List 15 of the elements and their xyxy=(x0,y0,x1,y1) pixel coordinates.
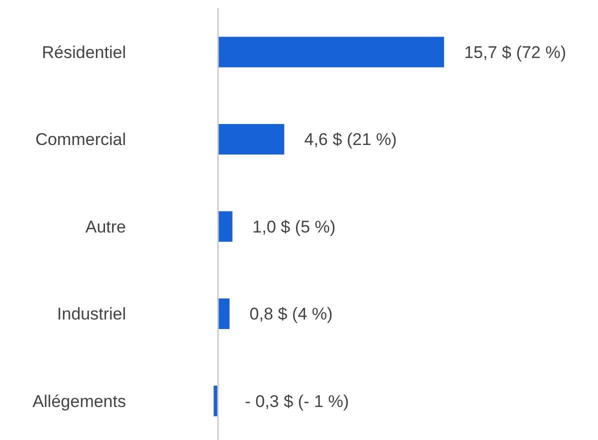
bar xyxy=(218,36,444,68)
data-label: 0,8 $ (4 %) xyxy=(250,304,333,324)
y-tick-label: Commercial xyxy=(35,130,126,150)
y-tick-label: Autre xyxy=(85,217,126,236)
data-label: 4,6 $ (21 %) xyxy=(304,130,397,150)
y-tick-label: Résidentiel xyxy=(42,43,126,62)
bar xyxy=(218,298,230,329)
bar xyxy=(218,211,232,242)
data-label: - 0,3 $ (- 1 %) xyxy=(245,392,349,411)
data-label: 1,0 $ (5 %) xyxy=(252,217,336,236)
y-tick-label: Allégements xyxy=(32,392,126,411)
data-label: 15,7 $ (72 %) xyxy=(464,43,566,62)
bar xyxy=(214,386,218,416)
y-tick-label: Industriel xyxy=(57,304,126,324)
bar xyxy=(218,124,284,155)
